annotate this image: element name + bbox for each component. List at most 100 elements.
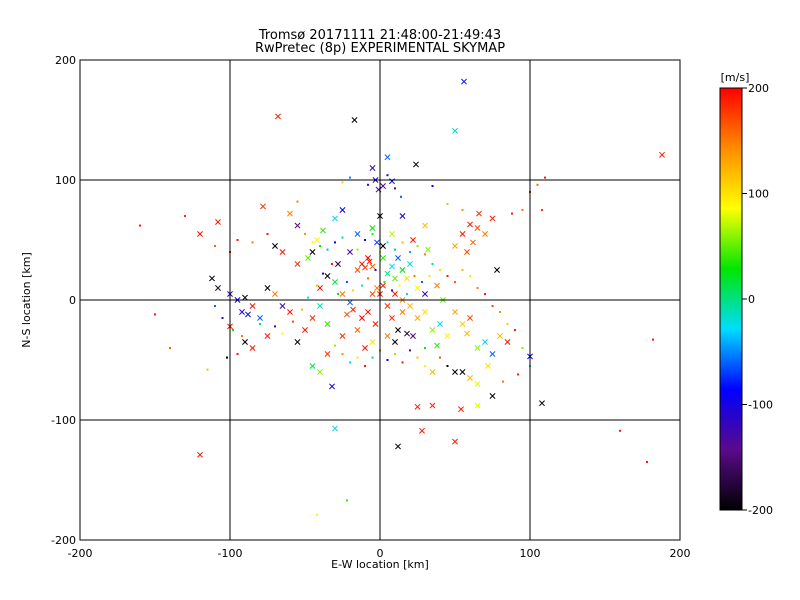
echo-marker-x (287, 210, 293, 217)
echo-marker-dot (221, 317, 224, 319)
echo-marker-dot (364, 365, 366, 367)
echo-marker-x (434, 342, 440, 349)
y-tick-label: 100 (55, 174, 76, 187)
echo-marker-x (459, 321, 466, 327)
echo-marker-x (294, 222, 301, 229)
x-tick-label: 100 (520, 547, 541, 560)
echo-marker-x (294, 261, 301, 267)
echo-marker-dot (266, 233, 269, 235)
echo-marker-dot (334, 344, 336, 347)
echo-marker-x (422, 222, 428, 229)
echo-marker-x (272, 291, 278, 297)
echo-marker-x (215, 285, 221, 291)
echo-marker-dot (394, 187, 396, 190)
echo-marker-x (429, 327, 436, 333)
echo-marker-x (344, 311, 350, 318)
echo-marker-x (260, 203, 266, 210)
echo-marker-x (369, 339, 376, 345)
echo-marker-x (272, 243, 278, 249)
echo-marker-x (452, 127, 458, 134)
echo-marker-x (429, 369, 436, 375)
echo-marker-x (294, 339, 301, 345)
echo-marker-x (497, 333, 503, 339)
echo-marker-x (474, 225, 481, 231)
echo-marker-dot (326, 248, 329, 251)
echo-marker-dot (356, 356, 359, 359)
echo-marker-x (452, 309, 458, 315)
echo-marker-x (494, 267, 500, 273)
echo-marker-dot (541, 209, 543, 211)
echo-marker-x (395, 443, 401, 450)
echo-marker-x (264, 285, 271, 291)
echo-marker-dot (386, 359, 389, 361)
echo-marker-x (332, 215, 338, 222)
echo-marker-x (414, 315, 421, 321)
echo-marker-x (399, 267, 406, 273)
echo-marker-x (539, 400, 545, 407)
echo-marker-x (372, 321, 379, 327)
echo-marker-dot (409, 251, 411, 253)
chart-subtitle: RwPretec (8p) EXPERIMENTAL SKYMAP (254, 41, 506, 56)
echo-marker-dot (259, 323, 261, 325)
echo-marker-x (362, 345, 368, 351)
echo-marker-dot (232, 329, 234, 331)
echo-marker-x (404, 275, 410, 282)
echo-marker-x (242, 294, 248, 301)
echo-marker-dot (349, 361, 351, 364)
echo-marker-x (369, 291, 376, 297)
echo-marker-x (339, 207, 346, 213)
echo-marker-dot (346, 499, 348, 502)
echo-marker-x (354, 327, 361, 333)
echo-marker-dot (304, 233, 306, 235)
echo-marker-x (324, 321, 331, 327)
echo-marker-dot (371, 233, 374, 235)
echo-marker-dot (646, 461, 648, 463)
echo-marker-x (320, 227, 326, 234)
echo-marker-dot (469, 275, 471, 277)
echo-marker-dot (619, 429, 621, 432)
echo-marker-x (464, 330, 470, 337)
echo-marker-x (459, 231, 466, 237)
echo-marker-dot (439, 356, 441, 359)
axes: -200 -100 0 100 200 -200 -100 0 100 200 (51, 54, 690, 560)
echo-marker-x (410, 333, 416, 339)
echo-marker-dot (341, 181, 344, 184)
echo-marker-x (215, 219, 221, 225)
echo-marker-x (309, 315, 316, 321)
echo-marker-x (279, 249, 286, 255)
echo-marker-x (369, 165, 376, 171)
echo-marker-dot (394, 248, 396, 251)
echo-marker-x (374, 239, 380, 246)
echo-marker-x (474, 402, 481, 409)
echo-marker-x (452, 243, 458, 249)
echo-marker-x (314, 237, 320, 243)
echo-marker-dot (499, 311, 501, 313)
echo-marker-x (482, 339, 488, 345)
echo-marker-x (380, 282, 386, 289)
echo-marker-dot (251, 241, 254, 244)
x-tick-label: -200 (68, 547, 93, 560)
colorbar-tick-label: 0 (748, 293, 755, 306)
echo-marker-x (242, 339, 248, 345)
echo-marker-x (474, 381, 481, 387)
echo-marker-x (399, 309, 406, 315)
echo-marker-dot (322, 272, 324, 275)
echo-marker-dot (514, 329, 516, 331)
echo-marker-x (485, 363, 491, 369)
echo-marker-x (444, 333, 451, 339)
echo-marker-dot (491, 305, 494, 307)
echo-marker-x (414, 285, 421, 291)
echo-marker-x (389, 178, 395, 185)
echo-marker-dot (521, 209, 524, 211)
colorbar-label: [m/s] (721, 71, 750, 84)
echo-marker-x (489, 393, 496, 399)
echo-marker-dot (364, 239, 366, 241)
echo-marker-dot (652, 338, 654, 341)
echo-marker-x (407, 303, 413, 309)
echo-marker-x (437, 321, 443, 327)
echo-marker-x (474, 345, 481, 351)
echo-marker-x (467, 375, 473, 381)
y-tick-label: 200 (55, 54, 76, 67)
echo-marker-dot (446, 275, 449, 277)
echo-marker-x (317, 285, 323, 291)
